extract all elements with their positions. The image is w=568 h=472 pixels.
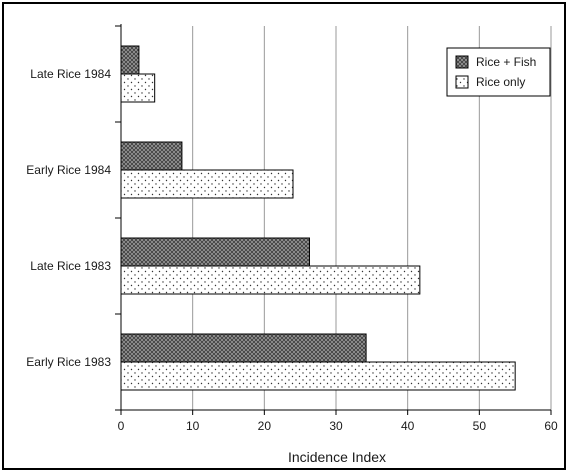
x-tick-label-50: 50 — [473, 419, 487, 433]
bar-rice-fish-1 — [120, 141, 183, 171]
bar-rice-fish-2 — [120, 237, 310, 267]
x-tick-label-10: 10 — [186, 419, 200, 433]
x-tick-label-0: 0 — [118, 419, 125, 433]
bar-rice-only-1 — [120, 169, 294, 199]
x-tick-label-40: 40 — [401, 419, 415, 433]
legend-label-rice-only: Rice only — [476, 75, 525, 89]
category-label-1: Early Rice 1984 — [26, 163, 111, 177]
x-tick-label-30: 30 — [329, 419, 343, 433]
category-label-0: Late Rice 1984 — [30, 67, 111, 81]
bars — [120, 45, 516, 391]
bar-rice-only-2 — [120, 265, 421, 295]
category-label-3: Early Rice 1983 — [26, 355, 111, 369]
x-tick-label-60: 60 — [544, 419, 558, 433]
bar-rice-fish-0 — [120, 45, 140, 75]
category-label-2: Late Rice 1983 — [30, 259, 111, 273]
bar-rice-only-3 — [120, 361, 516, 391]
axes — [115, 24, 552, 415]
legend-swatch-rice-fish — [455, 55, 469, 69]
x-tick-label-20: 20 — [258, 419, 272, 433]
bar-rice-fish-3 — [120, 333, 367, 363]
bar-rice-only-0 — [120, 73, 156, 103]
legend-label-rice-fish: Rice + Fish — [476, 55, 536, 69]
x-axis-title: Incidence Index — [288, 449, 386, 465]
bar-chart: 0 10 20 30 40 50 60 Late Rice 1984 Early Rice 19… — [26, 24, 558, 465]
legend-swatch-rice-only — [455, 75, 469, 89]
labels: 0 10 20 30 40 50 60 Late Rice 1984 Early Rice 19… — [26, 67, 558, 433]
legend: Rice + Fish Rice only — [446, 47, 551, 97]
